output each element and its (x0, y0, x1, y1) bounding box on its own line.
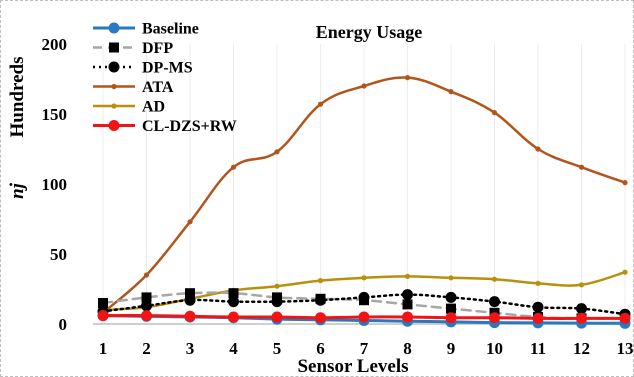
x-tick-label: 5 (273, 339, 282, 358)
legend-swatch-marker (109, 42, 119, 53)
y-tick-label: 100 (42, 175, 68, 194)
data-point (271, 296, 283, 308)
legend-label: Baseline (142, 21, 199, 38)
data-point (143, 272, 150, 278)
y-tick-label: 50 (50, 245, 67, 264)
data-point (141, 292, 152, 303)
data-point (448, 275, 454, 281)
data-point (619, 312, 631, 324)
data-point (491, 110, 498, 116)
y-axis-title: nj (7, 182, 28, 199)
data-point (402, 299, 413, 310)
legend-label: DFP (142, 40, 173, 57)
legend-label: DP-MS (142, 60, 193, 77)
legend-swatch-marker (108, 61, 120, 73)
data-point (317, 278, 324, 284)
data-point (535, 280, 541, 286)
y-tick-label: 0 (59, 315, 68, 334)
legend-item: Baseline (93, 21, 199, 38)
data-point (404, 273, 411, 279)
x-axis-title: Sensor Levels (297, 356, 408, 376)
data-point (532, 312, 544, 324)
data-point (578, 164, 585, 170)
x-tick-label: 3 (186, 339, 195, 358)
data-point (532, 301, 544, 313)
data-point (491, 276, 498, 282)
data-point (315, 312, 326, 324)
legend-item: AD (93, 99, 165, 116)
data-point (97, 310, 109, 322)
legend-item: DP-MS (93, 60, 193, 77)
legend-label: CL-DZS+RW (142, 118, 237, 135)
legend-swatch-marker (108, 120, 120, 131)
legend-item: DFP (93, 40, 173, 57)
legend-swatch-marker (108, 22, 120, 34)
data-point (358, 291, 370, 303)
data-point (141, 310, 152, 322)
data-point (489, 312, 500, 324)
data-point (576, 312, 587, 324)
y-tick-label: 150 (42, 105, 68, 124)
legend: Baseline DFP DP-MS ATA AD CL-DZS+RW (93, 21, 237, 135)
legend-item: CL-DZS+RW (93, 118, 237, 135)
x-tick-label: 7 (360, 339, 369, 358)
data-point (230, 164, 237, 170)
legend-label: AD (142, 99, 165, 116)
x-tick-label: 2 (142, 339, 151, 358)
y-tick-label: 200 (42, 35, 68, 54)
data-point (402, 289, 413, 301)
data-point (446, 303, 456, 314)
series-cl-dzs-rw (97, 310, 631, 324)
data-point (315, 294, 326, 306)
x-tick-label: 6 (316, 339, 325, 358)
data-point (228, 288, 239, 299)
data-point (187, 219, 193, 225)
x-tick-label: 10 (486, 339, 503, 358)
data-point (489, 296, 500, 308)
data-point (141, 300, 152, 312)
data-point (445, 291, 457, 303)
data-point (228, 311, 239, 323)
data-point (228, 296, 239, 308)
data-point (317, 101, 324, 107)
data-point (185, 288, 195, 299)
data-point (535, 146, 541, 152)
chart-title: Energy Usage (316, 22, 423, 42)
series-layer (97, 75, 631, 329)
x-tick-label: 12 (573, 339, 590, 358)
series-dp-ms (97, 289, 631, 320)
data-point (622, 269, 628, 275)
x-tick-label: 1 (99, 339, 108, 358)
data-point (576, 303, 587, 315)
data-point (448, 89, 454, 95)
data-point (274, 283, 280, 289)
x-tick-label: 8 (403, 339, 412, 358)
data-point (361, 275, 367, 281)
x-tick-label: 4 (229, 339, 238, 358)
data-point (445, 312, 457, 324)
data-point (184, 294, 196, 306)
legend-label: ATA (142, 79, 174, 96)
data-point (622, 180, 628, 186)
legend-item: ATA (93, 79, 174, 96)
data-point (402, 311, 413, 323)
data-point (358, 311, 370, 323)
data-point (184, 310, 196, 322)
data-point (271, 311, 283, 323)
data-point (274, 149, 280, 155)
x-tick-label: 13 (617, 339, 634, 358)
data-point (98, 298, 108, 308)
legend-swatch-marker (111, 83, 117, 90)
data-point (361, 83, 367, 89)
data-point (578, 282, 585, 288)
series-ata (100, 75, 628, 316)
legend-swatch-marker (111, 103, 117, 109)
x-tick-label: 11 (530, 339, 546, 358)
x-tick-label: 9 (447, 339, 456, 358)
y-axis-unit-label: Hundreds (7, 57, 28, 138)
data-point (404, 75, 411, 81)
